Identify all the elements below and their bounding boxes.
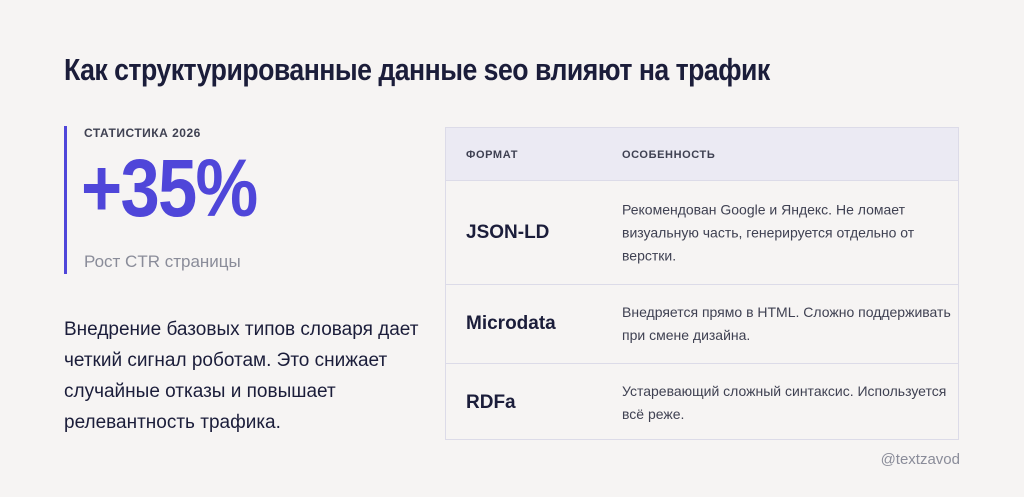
- header-format: ФОРМАТ: [466, 149, 519, 161]
- description-text: Внедрение базовых типов словаря дает чет…: [64, 319, 419, 433]
- feature-cell: Внедряется прямо в HTML. Сложно поддержи…: [622, 304, 951, 343]
- feature-cell: Рекомендован Google и Яндекс. Не ломает …: [622, 201, 915, 263]
- page-title: Как структурированные данные seo влияют …: [64, 52, 770, 87]
- format-cell: RDFa: [466, 391, 516, 413]
- stat-block: СТАТИСТИКА 2026 +35% Рост CTR страницы: [64, 126, 327, 274]
- header-feature: ОСОБЕННОСТЬ: [622, 149, 716, 161]
- table-header: ФОРМАТ ОСОБЕННОСТЬ: [446, 128, 958, 181]
- table-row: JSON-LD Рекомендован Google и Яндекс. Не…: [446, 181, 958, 285]
- author-handle: @textzavod: [880, 451, 960, 468]
- table-row: Microdata Внедряется прямо в HTML. Сложн…: [446, 285, 958, 364]
- stat-label: СТАТИСТИКА 2026: [84, 126, 201, 140]
- stat-caption: Рост CTR страницы: [84, 252, 241, 271]
- table-row: RDFa Устаревающий сложный синтаксис. Исп…: [446, 364, 958, 441]
- stat-value: +35%: [81, 143, 258, 234]
- format-cell: Microdata: [466, 313, 556, 334]
- feature-cell: Устаревающий сложный синтаксис. Использу…: [622, 382, 947, 422]
- formats-table: ФОРМАТ ОСОБЕННОСТЬ JSON-LD Рекомендован …: [445, 127, 959, 440]
- format-cell: JSON-LD: [466, 221, 550, 243]
